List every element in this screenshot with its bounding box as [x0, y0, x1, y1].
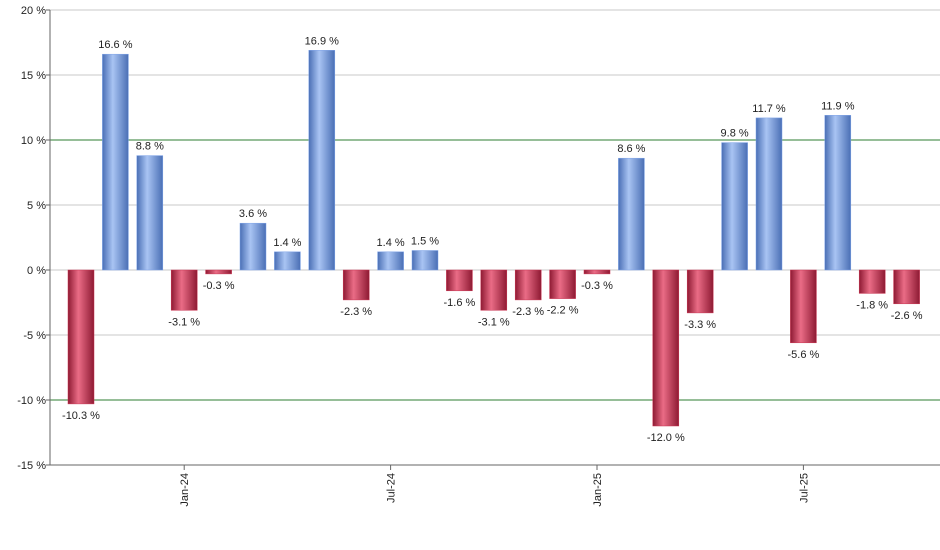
value-label: -5.6 %	[788, 349, 820, 361]
value-label: -1.8 %	[856, 299, 888, 311]
grid	[50, 9, 940, 466]
bar	[790, 269, 817, 344]
y-tick-label: 15 %	[21, 70, 46, 82]
value-label: 8.6 %	[617, 143, 645, 155]
bar	[652, 269, 680, 427]
value-label: -3.3 %	[684, 319, 716, 331]
bar	[480, 269, 508, 311]
value-label: -12.0 %	[647, 432, 685, 444]
y-tick-label: 20 %	[21, 5, 46, 17]
bar	[583, 269, 611, 275]
value-label: 9.8 %	[721, 128, 749, 140]
bar	[446, 269, 473, 292]
bar	[308, 50, 336, 271]
value-label: -0.3 %	[581, 280, 613, 292]
bar	[377, 251, 404, 271]
bar	[721, 142, 748, 271]
value-label: 1.4 %	[377, 237, 405, 249]
x-tick-label: Jan-25	[592, 473, 604, 507]
x-tick-label: Jan-24	[179, 473, 191, 507]
bar	[411, 250, 439, 271]
value-label: -10.3 %	[62, 410, 100, 422]
value-label: -1.6 %	[444, 297, 476, 309]
bar	[755, 117, 783, 271]
y-tick-label: -10 %	[17, 395, 46, 407]
value-label: -0.3 %	[203, 280, 235, 292]
value-label: -2.3 %	[340, 306, 372, 318]
y-tick-label: -15 %	[17, 460, 46, 472]
bar	[342, 269, 370, 301]
value-label: 1.4 %	[273, 237, 301, 249]
y-tick-label: 10 %	[21, 135, 46, 147]
bar	[514, 269, 542, 301]
bar	[274, 251, 301, 271]
value-label: 16.6 %	[98, 39, 132, 51]
value-label: 16.9 %	[305, 35, 339, 47]
value-label: 11.7 %	[752, 103, 786, 115]
y-tick-label: 0 %	[27, 265, 46, 277]
bar	[239, 222, 267, 271]
value-label: 11.9 %	[821, 100, 855, 112]
value-label: -3.1 %	[478, 316, 510, 328]
y-tick-label: -5 %	[23, 330, 46, 342]
bar	[893, 269, 920, 305]
bar	[686, 269, 714, 314]
x-tick-label: Jul-25	[798, 473, 810, 503]
value-label: -2.3 %	[512, 306, 544, 318]
x-tick-label: Jul-24	[386, 473, 398, 503]
y-tick-label: 5 %	[27, 200, 46, 212]
value-label: -2.6 %	[891, 310, 923, 322]
bars	[67, 50, 920, 427]
bar	[205, 269, 232, 275]
value-label: 8.8 %	[136, 141, 164, 153]
bar	[858, 269, 886, 294]
value-label: -3.1 %	[168, 316, 200, 328]
bar	[549, 269, 576, 299]
bar	[618, 157, 645, 271]
bar	[824, 115, 852, 271]
bar	[136, 155, 164, 271]
bar	[170, 269, 198, 311]
bar	[102, 53, 129, 271]
value-label: -2.2 %	[547, 305, 579, 317]
value-label: 3.6 %	[239, 208, 267, 220]
value-label: 1.5 %	[411, 236, 439, 248]
bar	[67, 269, 95, 405]
